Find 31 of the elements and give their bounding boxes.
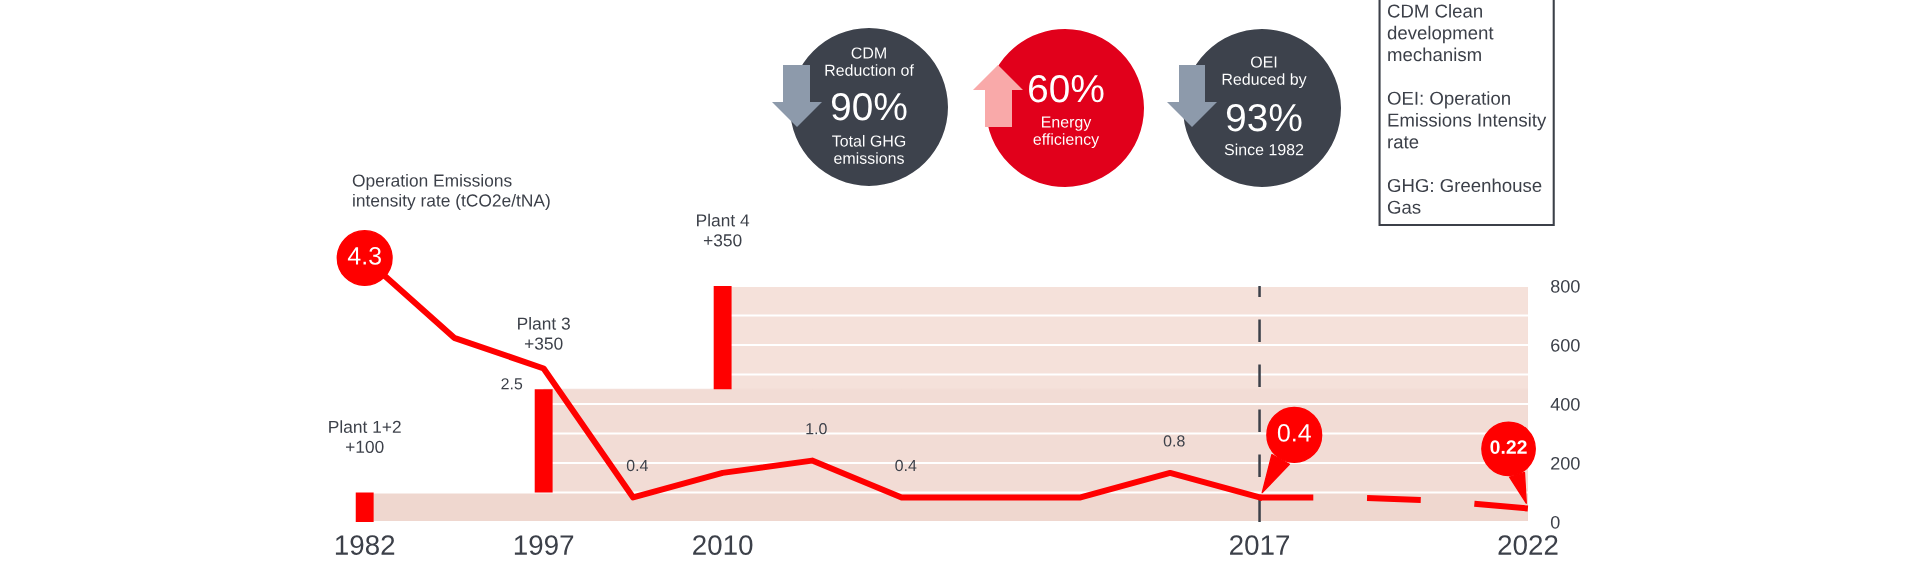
x-tick-label: 1997 <box>514 535 574 555</box>
x-tick-label: 2017 <box>1230 535 1290 555</box>
data-label: 4.3 <box>347 247 381 265</box>
data-label: 0.4 <box>626 459 648 472</box>
text: 90% <box>831 92 907 121</box>
data-label: 0.22 <box>1490 440 1527 454</box>
x-tick-label: 2010 <box>693 535 753 555</box>
text: 93% <box>1226 103 1302 132</box>
data-label: 0.4 <box>1277 423 1311 442</box>
data-label: 0.4 <box>895 459 917 472</box>
data-label: Plant 1+2 +100 <box>329 420 401 453</box>
text: CDM Clean development mechanism OEI: Operation Emissions Intensity rate GHG: Greenhouse Gas <box>1387 4 1547 214</box>
y-tick-label: 200 <box>1551 456 1580 470</box>
data-label: 2.5 <box>501 378 523 390</box>
x-tick-label: 2022 <box>1498 535 1558 555</box>
y-tick-label: 800 <box>1551 279 1580 293</box>
data-label: Plant 4 +350 <box>697 213 750 247</box>
text: 60% <box>1029 74 1104 103</box>
y-tick-label: 400 <box>1550 397 1580 411</box>
data-label: 1.0 <box>806 423 827 435</box>
y-tick-label: 0 <box>1550 515 1560 529</box>
y-tick-label: 600 <box>1551 338 1580 352</box>
data-label: Plant 3 +350 <box>518 317 570 350</box>
y2-axis-title: Operation Emissions intensity rate (tCO2e/tNA) <box>352 173 550 211</box>
text: CDM Reduction of <box>825 47 914 76</box>
text: Total GHG emissions <box>832 134 906 164</box>
data-label: 0.8 <box>1163 435 1185 447</box>
text: Since 1982 <box>1224 143 1304 156</box>
text: OEI Reduced by <box>1222 56 1307 89</box>
x-tick-label: 1982 <box>335 535 395 555</box>
text: Energy efficiency <box>1033 116 1100 149</box>
